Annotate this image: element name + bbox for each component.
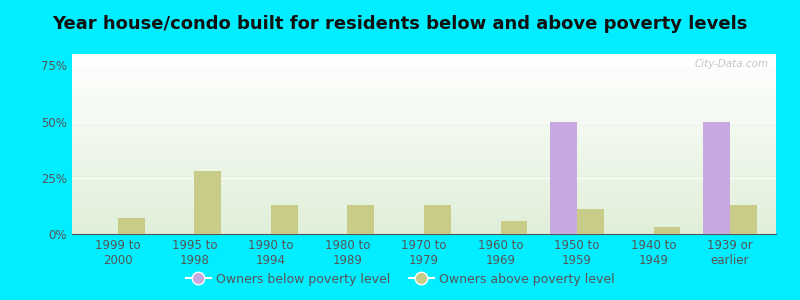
Bar <box>550 122 577 234</box>
Bar <box>703 122 730 234</box>
Legend: Owners below poverty level, Owners above poverty level: Owners below poverty level, Owners above… <box>181 268 619 291</box>
Bar <box>347 205 374 234</box>
Bar <box>194 171 222 234</box>
Bar <box>577 209 604 234</box>
Text: Year house/condo built for residents below and above poverty levels: Year house/condo built for residents bel… <box>52 15 748 33</box>
Bar <box>501 220 527 234</box>
Bar <box>118 218 145 234</box>
Bar <box>730 205 757 234</box>
Text: City-Data.com: City-Data.com <box>695 59 769 69</box>
Bar <box>424 205 450 234</box>
Bar <box>654 227 680 234</box>
Bar <box>271 205 298 234</box>
